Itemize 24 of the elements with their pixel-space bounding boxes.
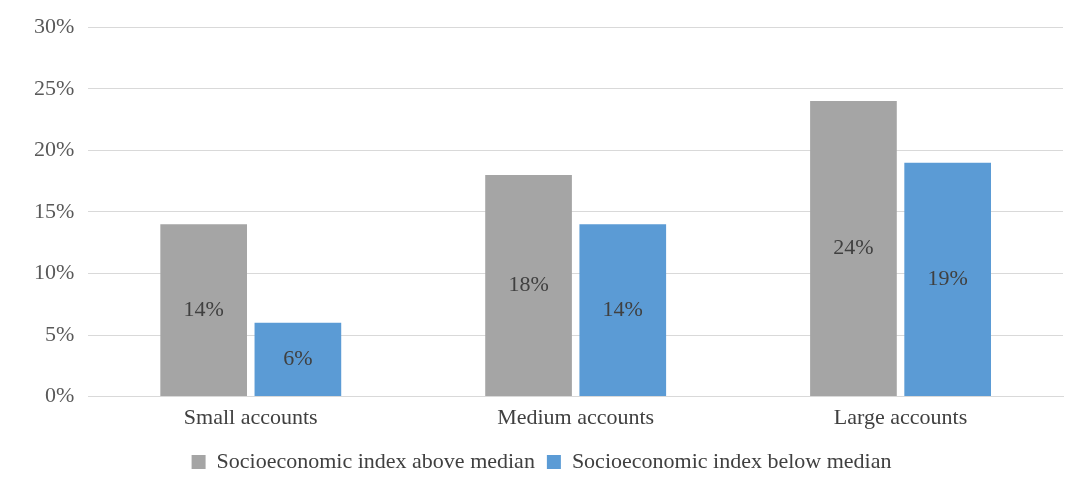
data-label: 14% xyxy=(602,295,643,321)
y-tick-label: 15% xyxy=(34,197,75,223)
legend-label: Socioeconomic index above median xyxy=(216,447,535,473)
bar xyxy=(579,224,667,397)
y-tick-label: 10% xyxy=(34,259,75,285)
y-tick-label: 25% xyxy=(34,74,75,100)
data-label: 6% xyxy=(283,345,313,371)
y-tick-label: 20% xyxy=(34,136,75,162)
data-label: 18% xyxy=(508,271,549,297)
bar xyxy=(904,162,991,397)
bar xyxy=(810,101,897,397)
data-label: 14% xyxy=(183,295,224,321)
y-tick-label: 30% xyxy=(34,12,75,38)
data-label: 24% xyxy=(833,234,874,260)
y-tick-label: 0% xyxy=(45,382,75,408)
bar xyxy=(254,322,342,397)
bar xyxy=(160,224,247,397)
x-tick-label: Large accounts xyxy=(833,403,968,429)
bar xyxy=(485,174,572,397)
x-tick-label: Small accounts xyxy=(183,403,318,429)
data-label: 19% xyxy=(927,265,968,291)
y-tick-label: 5% xyxy=(45,320,75,346)
legend-label: Socioeconomic index below median xyxy=(571,447,892,473)
x-tick-label: Medium accounts xyxy=(497,403,655,429)
